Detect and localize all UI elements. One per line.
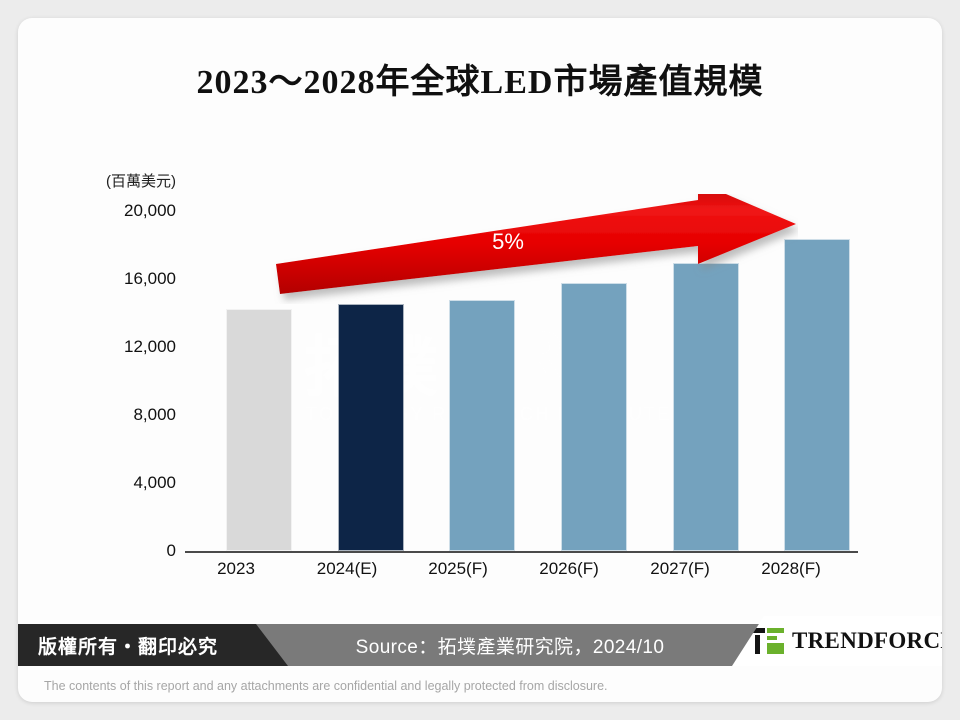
y-tick-0: 0 <box>166 541 176 560</box>
trendforce-wordmark: TRENDFORCE <box>792 628 942 653</box>
y-axis-unit-label: (百萬美元) <box>106 173 176 190</box>
x-label-2025: 2025(F) <box>428 559 488 578</box>
trendforce-logo-icon <box>750 628 784 654</box>
x-label-2028: 2028(F) <box>761 559 821 578</box>
source-text: Source：拓墣產業研究院，2024/10 <box>355 636 665 658</box>
x-label-2027: 2027(F) <box>650 559 710 578</box>
plot-area <box>203 168 873 551</box>
trendforce-logo: TRENDFORCE <box>732 616 942 666</box>
bar-2025 <box>449 299 516 551</box>
copyright-label: 版權所有・翻印必究 <box>38 635 219 658</box>
bar-chart: (百萬美元) 20,000 16,000 12,000 8,000 4,000 … <box>18 18 942 702</box>
copyright-badge: 版權所有・翻印必究 <box>18 624 288 666</box>
x-label-2023: 2023 <box>217 559 255 578</box>
bar-2023 <box>225 308 292 551</box>
growth-arrow-shape <box>276 182 796 294</box>
y-tick-12000: 12,000 <box>124 337 176 356</box>
y-tick-20000: 20,000 <box>124 201 176 220</box>
bar-2028 <box>784 238 851 551</box>
y-tick-8000: 8,000 <box>133 405 176 424</box>
growth-arrow: 5% <box>258 182 798 304</box>
x-label-2024: 2024(E) <box>316 559 378 578</box>
bar-2024 <box>337 304 404 551</box>
x-label-2026: 2026(F) <box>539 559 599 578</box>
page-title: 2023～2028年全球LED市場產值規模 <box>196 64 764 101</box>
bar-2027 <box>672 262 739 551</box>
slide-card: 2023～2028年全球LED市場產值規模 (百萬美元) 20,000 16,0… <box>18 18 942 702</box>
bar-2026 <box>560 282 627 551</box>
x-axis-line <box>185 551 858 553</box>
disclaimer-text: The contents of this report and any atta… <box>44 679 608 693</box>
y-tick-4000: 4,000 <box>133 473 176 492</box>
y-tick-16000: 16,000 <box>124 269 176 288</box>
